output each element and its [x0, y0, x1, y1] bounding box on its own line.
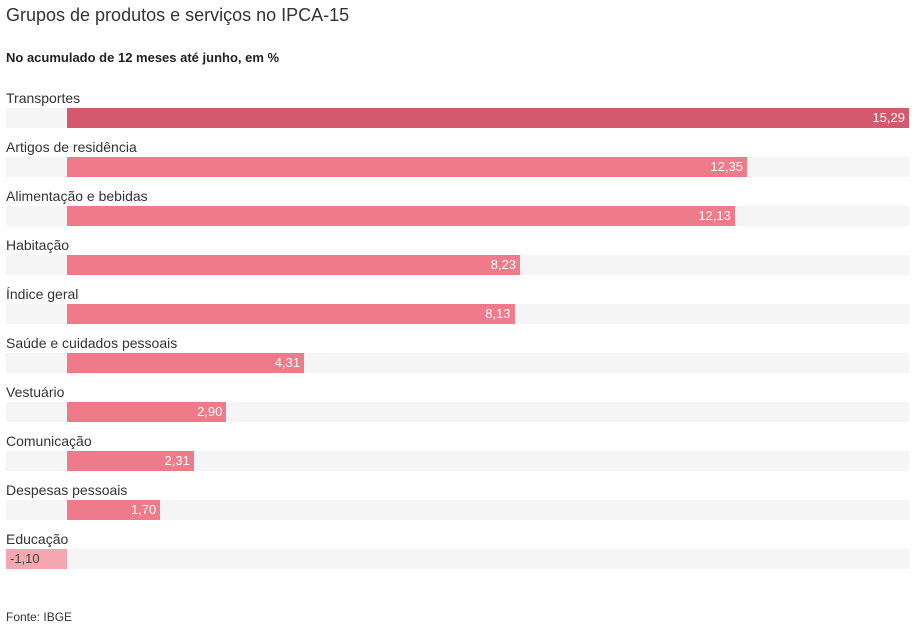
category-label: Saúde e cuidados pessoais	[6, 335, 178, 351]
category-label: Habitação	[6, 237, 70, 253]
bar-track	[6, 500, 909, 520]
bar	[66, 451, 194, 471]
bar-row: Alimentação e bebidas 12,13	[0, 188, 917, 237]
bar-track	[6, 451, 909, 471]
data-label: -1,10	[10, 551, 40, 566]
data-label: 8,13	[485, 306, 511, 321]
data-label: 2,31	[164, 453, 190, 468]
category-label: Índice geral	[6, 286, 79, 302]
data-label: 8,23	[490, 257, 517, 272]
data-label: 1,70	[130, 502, 157, 517]
bar-track	[6, 549, 909, 569]
category-label: Educação	[6, 531, 69, 547]
bar-row: Comunicação 2,31	[0, 433, 917, 482]
category-label: Alimentação e bebidas	[6, 188, 148, 204]
bar	[66, 108, 909, 128]
bar	[66, 500, 161, 520]
bar-row: Vestuário 2,90	[0, 384, 917, 433]
data-label: 12,35	[710, 159, 744, 174]
data-label: 15,29	[872, 110, 905, 125]
category-label: Vestuário	[6, 384, 65, 400]
bar	[66, 206, 735, 226]
bar-row: Despesas pessoais 1,70	[0, 482, 917, 531]
bar-row: Habitação 8,23	[0, 237, 917, 286]
bar-row: Saúde e cuidados pessoais 4,31	[0, 335, 917, 384]
source-note: Fonte: IBGE	[6, 610, 73, 624]
data-label: 12,13	[698, 208, 731, 223]
data-label: 2,90	[197, 404, 223, 419]
bar	[66, 255, 521, 275]
bar-row: Artigos de residência 12,35	[0, 139, 917, 188]
category-label: Despesas pessoais	[6, 482, 128, 498]
bar	[6, 549, 67, 569]
category-label: Transportes	[6, 90, 81, 106]
bar-row: Índice geral 8,13	[0, 286, 917, 335]
bar-track	[6, 402, 909, 422]
category-label: Artigos de residência	[6, 139, 137, 155]
bar-row: Educação -1,10	[0, 531, 917, 580]
chart-subtitle: No acumulado de 12 meses até junho, em %	[6, 50, 280, 65]
data-label: 4,31	[274, 355, 301, 370]
bar	[66, 353, 305, 373]
bar	[66, 157, 747, 177]
bar	[66, 304, 515, 324]
chart-title: Grupos de produtos e serviços no IPCA-15	[6, 5, 350, 25]
bar-row: Transportes 15,29	[0, 90, 917, 139]
category-label: Comunicação	[6, 433, 92, 449]
bar	[66, 402, 227, 422]
